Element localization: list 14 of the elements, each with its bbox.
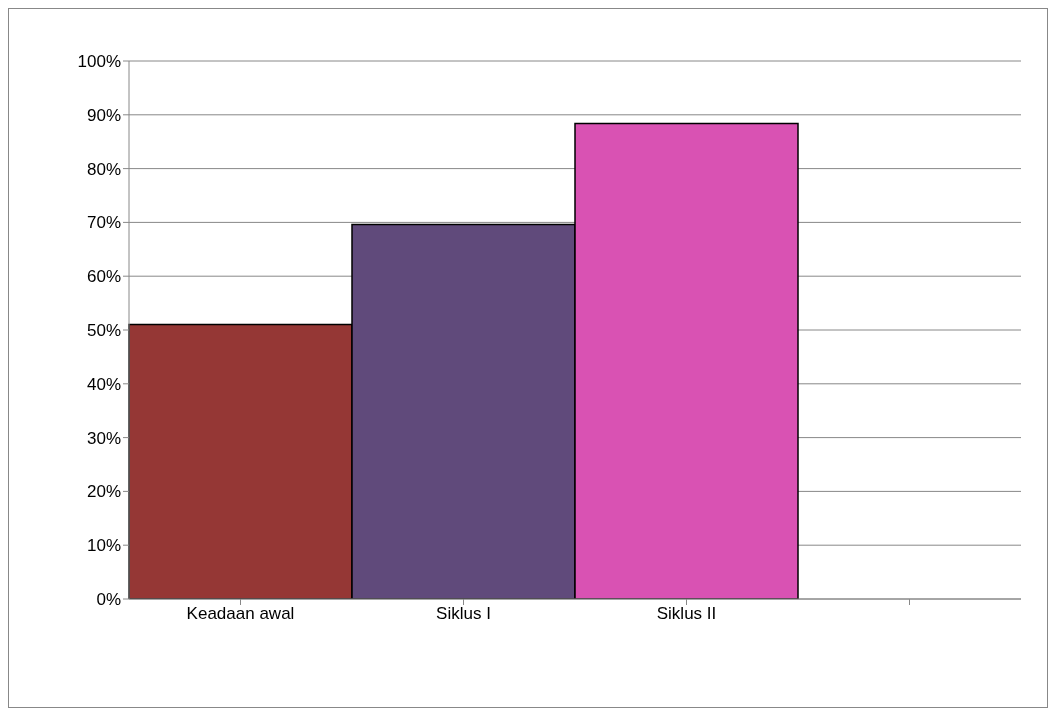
y-tick-label: 90%: [86, 105, 121, 125]
x-tick-label: Siklus II: [656, 604, 717, 624]
y-tick-label: 0%: [96, 590, 121, 610]
x-tick-label: Keadaan awal: [186, 604, 295, 624]
y-tick-label: 80%: [86, 159, 121, 179]
x-tick-label: Siklus I: [436, 604, 491, 624]
y-tick-label: 40%: [86, 374, 121, 394]
y-tick-label: 30%: [86, 428, 121, 448]
y-tick-label: 100%: [77, 52, 121, 72]
y-tick-label: 20%: [86, 482, 121, 502]
y-tick-label: 60%: [86, 267, 121, 287]
y-tick-label: 70%: [86, 213, 121, 233]
y-tick-label: 50%: [86, 321, 121, 341]
y-tick-label: 10%: [86, 536, 121, 556]
